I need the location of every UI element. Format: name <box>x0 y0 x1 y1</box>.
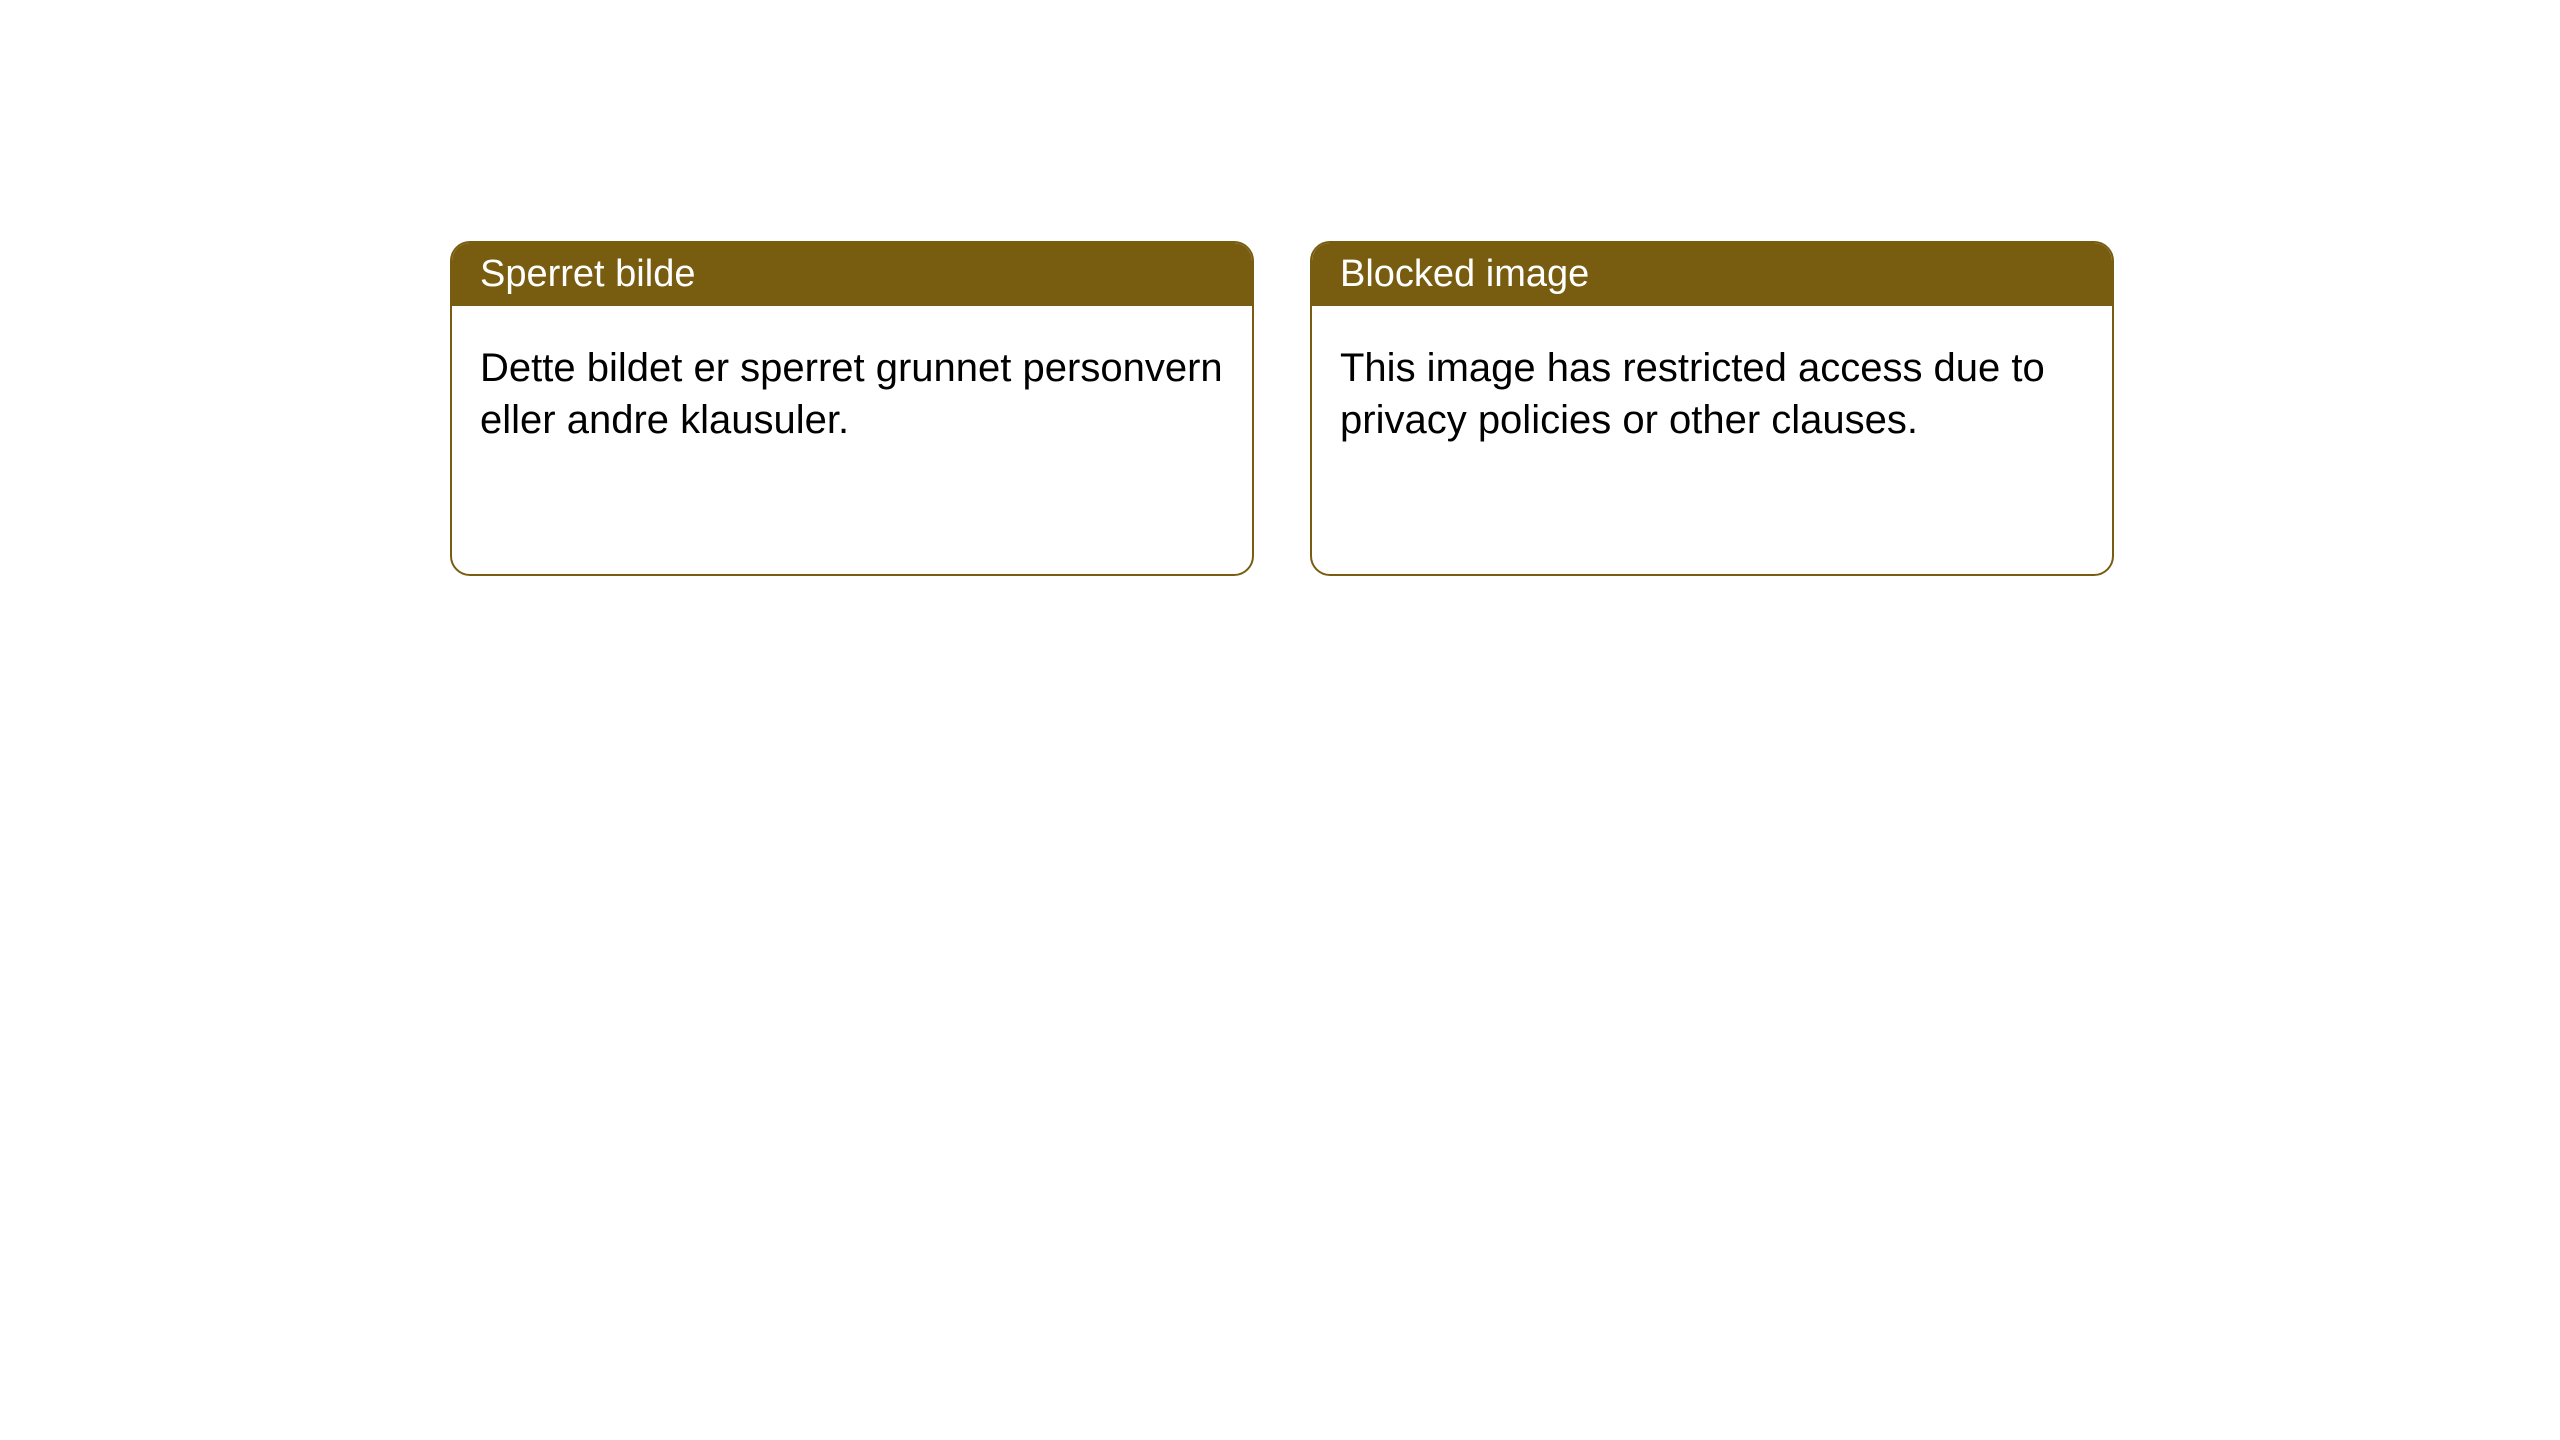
notice-cards-container: Sperret bilde Dette bildet er sperret gr… <box>0 0 2560 576</box>
card-message: This image has restricted access due to … <box>1340 346 2045 442</box>
notice-card-english: Blocked image This image has restricted … <box>1310 241 2114 576</box>
card-header: Sperret bilde <box>452 243 1252 306</box>
card-message: Dette bildet er sperret grunnet personve… <box>480 346 1223 442</box>
card-header: Blocked image <box>1312 243 2112 306</box>
card-body: This image has restricted access due to … <box>1312 306 2112 482</box>
card-title: Blocked image <box>1340 253 1589 295</box>
card-title: Sperret bilde <box>480 253 695 295</box>
notice-card-norwegian: Sperret bilde Dette bildet er sperret gr… <box>450 241 1254 576</box>
card-body: Dette bildet er sperret grunnet personve… <box>452 306 1252 482</box>
